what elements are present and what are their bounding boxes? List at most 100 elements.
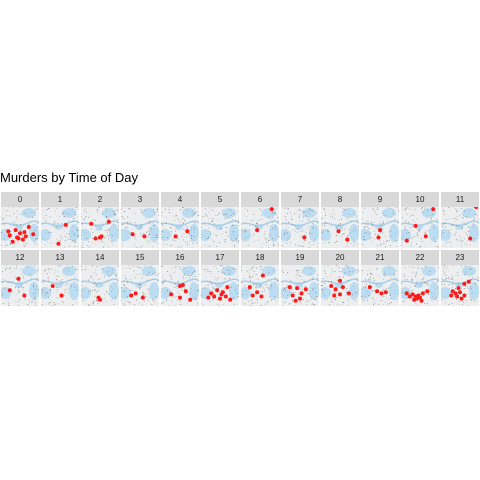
murder-point [295,286,300,291]
water-area [401,229,411,241]
murder-point [260,273,265,278]
water-area [229,282,239,300]
murder-point [404,238,409,243]
murder-point [290,293,295,298]
water-area [389,282,399,300]
facet-panel-6: 6 [241,192,279,248]
facet-strip-label: 18 [241,250,279,265]
street-texture [81,207,119,248]
bayou-line [41,220,79,227]
facet-strip-label: 14 [81,250,119,265]
murder-point [462,281,467,286]
water-area [262,266,276,276]
facet-strip-label: 8 [321,192,359,207]
water-area [321,229,331,241]
water-area [102,266,116,276]
facet-strip-label: 19 [281,250,319,265]
murder-point [178,295,182,300]
murder-point [338,278,342,283]
murder-point [338,292,342,297]
murder-point [378,228,382,233]
murder-point [129,293,134,298]
murder-point [219,292,224,297]
facet-map [281,265,319,306]
facet-map [441,207,479,248]
facet-map [121,207,159,248]
facet-panel-16: 16 [161,250,199,306]
facet-map [1,265,39,306]
water-area [62,266,76,276]
street-texture [241,266,279,306]
facet-strip-label: 2 [81,192,119,207]
water-area [429,282,439,300]
water-area [342,208,356,218]
facet-strip-label: 0 [1,192,39,207]
water-area [22,266,36,276]
facet-strip-label: 12 [1,250,39,265]
bayou-line [1,278,39,285]
bayou-line [401,278,439,285]
water-area [142,266,156,276]
facet-map [201,207,239,248]
murder-point [412,297,417,302]
murder-point [180,283,185,287]
facet-strip-label: 21 [361,250,399,265]
facet-map [161,207,199,248]
murder-point [7,233,12,238]
water-area [309,224,319,242]
facet-strip-label: 9 [361,192,399,207]
water-area [262,208,276,218]
murder-point [63,222,68,227]
bayou-line [281,278,319,285]
street-texture [201,207,239,248]
facet-strip-label: 1 [41,192,79,207]
water-area [281,287,291,299]
murder-point [183,289,188,294]
street-texture [161,207,199,248]
water-area [62,208,76,218]
bayou-line [321,220,359,227]
murder-point [345,237,350,242]
murder-point [410,292,415,297]
facet-map [121,265,159,306]
water-area [189,282,199,300]
facet-strip-label: 7 [281,192,319,207]
water-area [41,229,51,241]
water-area [361,287,371,299]
murder-point [140,295,145,300]
water-area [69,282,79,300]
water-area [281,229,291,241]
water-area [22,208,36,218]
murder-point [173,234,178,239]
street-texture [321,265,359,306]
bayou-line [361,220,399,227]
water-area [462,208,476,218]
murder-point [302,235,307,240]
water-area [201,229,211,241]
murder-point [228,297,233,302]
bayou-line [361,278,399,285]
facet-panel-1: 1 [41,192,79,248]
murder-point [458,290,462,295]
bayou-line [201,278,239,285]
facet-panel-18: 18 [241,250,279,306]
murder-point [459,296,464,301]
water-area [189,224,199,242]
facet-map [401,265,439,306]
murder-point [23,234,28,239]
facet-panel-21: 21 [361,250,399,306]
murder-point [269,207,274,212]
facet-map [401,207,439,248]
facet-map [361,265,399,306]
water-area [462,266,476,276]
bayou-line [281,220,319,227]
facet-strip-label: 10 [401,192,439,207]
bayou-line [161,278,199,285]
murder-point [31,232,36,237]
facet-strip-label: 22 [401,250,439,265]
street-texture [1,265,39,306]
bayou-line [401,220,439,227]
murder-point [6,229,11,234]
water-area [469,282,479,300]
bayou-line [241,220,279,227]
